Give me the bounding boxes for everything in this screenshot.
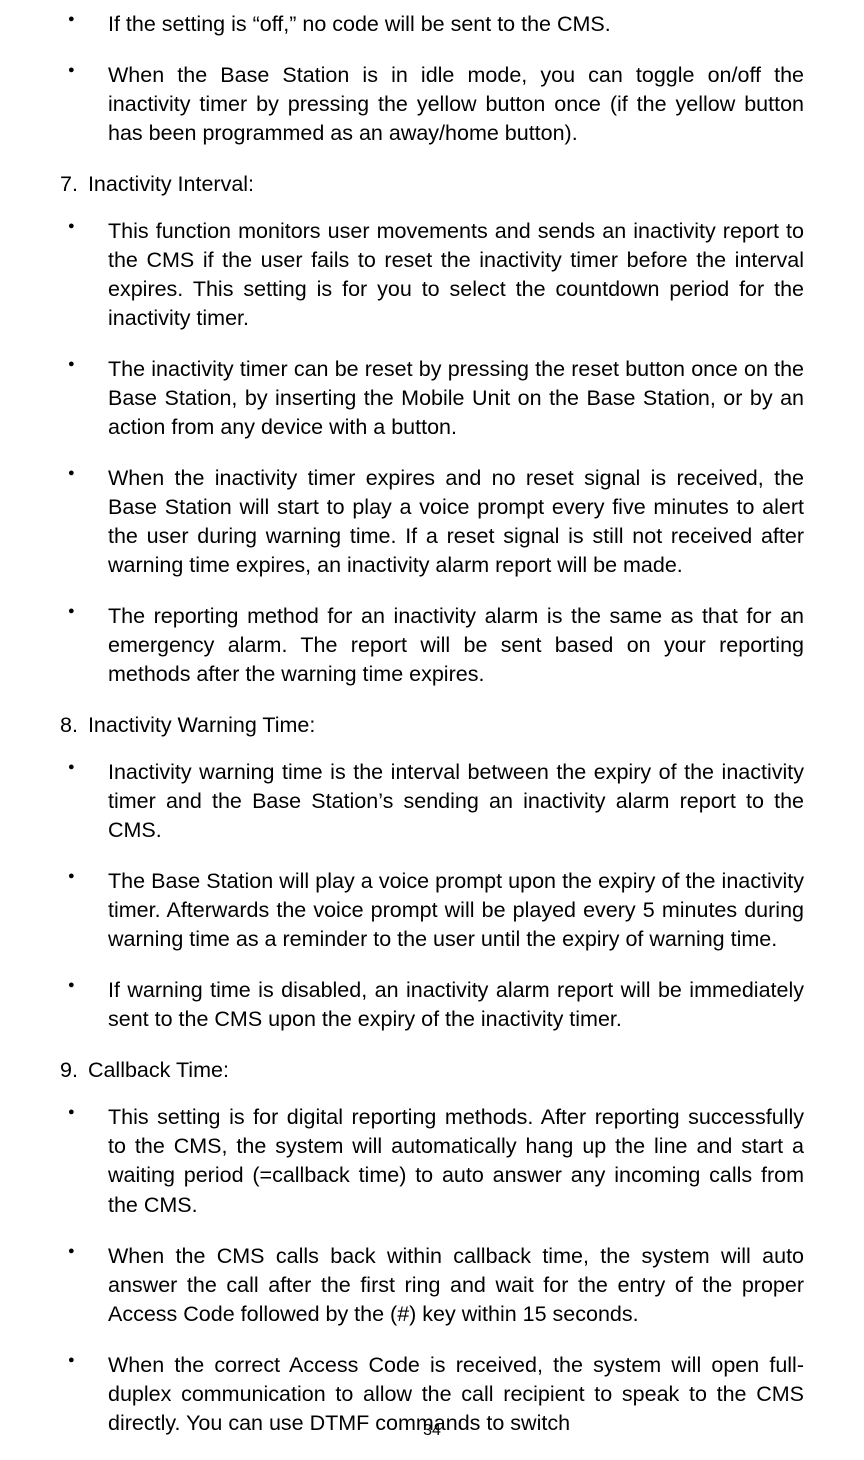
section-7-bullets: This function monitors user movements an… <box>60 217 804 689</box>
section-title: Inactivity Interval: <box>88 172 254 196</box>
section-7-heading: 7. Inactivity Interval: <box>60 170 804 199</box>
bullet-text: When the CMS calls back within callback … <box>108 1242 804 1329</box>
bullet-text: If the setting is “off,” no code will be… <box>108 10 804 39</box>
document-content: If the setting is “off,” no code will be… <box>60 0 804 1438</box>
section-number: 9. <box>60 1056 78 1085</box>
page-number: 34 <box>0 1422 864 1440</box>
bullet-text: When the Base Station is in idle mode, y… <box>108 61 804 148</box>
section-number: 8. <box>60 711 78 740</box>
section-number: 7. <box>60 170 78 199</box>
bullet-text: Inactivity warning time is the interval … <box>108 758 804 845</box>
bullet-text: The Base Station will play a voice promp… <box>108 867 804 954</box>
section-9-heading: 9. Callback Time: <box>60 1056 804 1085</box>
bullet-text: When the inactivity timer expires and no… <box>108 464 804 580</box>
section-8-heading: 8. Inactivity Warning Time: <box>60 711 804 740</box>
bullet-text: If warning time is disabled, an inactivi… <box>108 976 804 1034</box>
bullet-text: The reporting method for an inactivity a… <box>108 602 804 689</box>
initial-bullets: If the setting is “off,” no code will be… <box>60 10 804 148</box>
bullet-text: This setting is for digital reporting me… <box>108 1103 804 1219</box>
section-8-bullets: Inactivity warning time is the interval … <box>60 758 804 1034</box>
bullet-text: This function monitors user movements an… <box>108 217 804 333</box>
section-title: Inactivity Warning Time: <box>88 713 315 737</box>
section-title: Callback Time: <box>88 1058 229 1082</box>
section-9-bullets: This setting is for digital reporting me… <box>60 1103 804 1437</box>
bullet-text: The inactivity timer can be reset by pre… <box>108 355 804 442</box>
